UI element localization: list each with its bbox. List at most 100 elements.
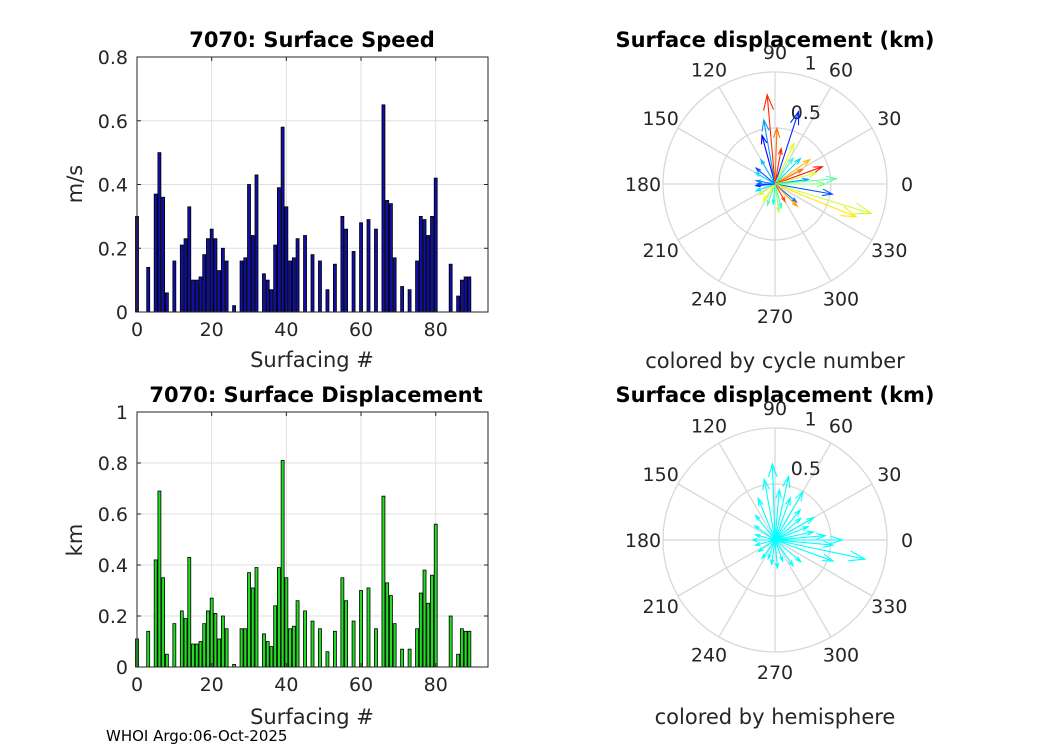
polar2-vector-shaft <box>758 539 776 553</box>
polar1-vector-head <box>777 146 783 156</box>
polar2-vector-head <box>793 508 802 517</box>
polar2-vector-head <box>794 556 803 563</box>
speed-bar <box>389 203 393 313</box>
polar1-vector-shaft <box>774 166 823 185</box>
polar-cycle-chart: Surface displacement (km) colored by cyc… <box>615 28 934 373</box>
speed-y-axis-label: m/s <box>63 165 87 203</box>
speed-bar <box>291 257 296 313</box>
polar2-vector-shaft <box>771 463 776 541</box>
disp-bar <box>153 559 158 668</box>
speed-bar <box>247 184 251 313</box>
speed-bar <box>262 273 266 313</box>
polar2-vector <box>774 539 780 570</box>
disp-bar <box>366 587 371 668</box>
polar1-angle-label: 0 <box>901 174 913 196</box>
polar1-vector-head <box>760 158 766 165</box>
polar2-vector-head <box>805 516 816 524</box>
speed-bar <box>433 177 438 313</box>
polar2-vector-head <box>767 553 772 561</box>
disp-bar <box>456 653 461 668</box>
polar1-vector-shaft <box>766 94 776 185</box>
polar2-vector-head <box>848 550 867 562</box>
disp-bar <box>303 610 307 668</box>
speed-bar <box>172 260 177 313</box>
disp-bar <box>224 628 229 668</box>
polar2-vector-shaft <box>767 539 776 560</box>
polar1-angle-label: 240 <box>691 288 727 310</box>
disp-bar <box>164 653 169 668</box>
polar2-vector <box>753 539 776 547</box>
disp-bar <box>250 587 255 668</box>
disp-bar <box>415 628 419 668</box>
polar1-vector <box>760 133 776 185</box>
polar1-vector <box>774 166 825 185</box>
disp-bar <box>213 613 218 668</box>
polar2-vector <box>753 524 776 541</box>
polar2-vector <box>774 489 804 541</box>
disp-ytick-label: 0.2 <box>98 606 128 628</box>
polar2-vector-shaft <box>757 498 776 541</box>
polar2-vector-head <box>754 513 761 521</box>
polar1-angle-label: 210 <box>643 240 679 262</box>
polar1-vector-shaft <box>774 183 833 195</box>
disp-bar <box>254 567 259 668</box>
polar1-vector-shaft <box>774 143 795 185</box>
speed-bar <box>463 276 468 313</box>
disp-bar <box>325 651 330 668</box>
polar1-vector-shaft <box>774 111 800 185</box>
polar1-vector-shaft <box>774 183 780 212</box>
polar1-vector <box>761 118 776 185</box>
polar2-vector <box>750 537 775 543</box>
polar2-vector-head <box>770 559 775 567</box>
polar1-vector <box>774 157 802 185</box>
speed-bar <box>344 228 348 313</box>
speed-bar <box>254 174 259 313</box>
polar2-angle-label: 60 <box>829 416 853 438</box>
polar2-rtick-label: 1 <box>804 409 816 431</box>
disp-bar <box>206 610 210 668</box>
polar2-vector-head <box>816 533 827 540</box>
polar1-vector-shaft <box>774 172 817 185</box>
polar2-angle-label: 30 <box>877 464 901 486</box>
disp-bar <box>269 646 274 668</box>
speed-ytick-label: 0.6 <box>98 111 128 133</box>
speed-bar <box>224 260 229 313</box>
polar2-vector-head <box>757 496 764 507</box>
disp-bar <box>310 620 315 668</box>
polar2-angle-label: 240 <box>691 644 727 666</box>
polar2-vector <box>774 539 835 548</box>
polar2-vector <box>762 477 776 541</box>
speed-xtick-label: 80 <box>424 319 448 341</box>
polar1-vector <box>774 109 800 185</box>
polar1-vector-head <box>853 202 874 215</box>
disp-axes-box <box>136 411 489 668</box>
disp-bar <box>374 628 378 668</box>
disp-bar <box>179 610 184 668</box>
polar2-angle-label: 180 <box>625 530 661 552</box>
polar1-vector-shaft <box>774 183 857 218</box>
speed-bar <box>385 200 390 313</box>
disp-bar <box>191 643 195 668</box>
polar2-vector <box>774 516 816 541</box>
speed-bar <box>194 279 199 313</box>
disp-xtick-label: 40 <box>274 674 298 696</box>
polar1-vector <box>774 156 795 185</box>
speed-bar <box>407 289 412 313</box>
polar1-ring-outer <box>662 71 888 297</box>
polar1-vector <box>772 126 781 185</box>
polar1-vector <box>760 158 776 185</box>
polar1-vector-shaft <box>774 183 872 214</box>
polar1-vector <box>771 183 776 206</box>
disp-bar <box>280 460 285 668</box>
polar1-vector-shaft <box>763 119 776 185</box>
polar1-vector <box>774 168 805 185</box>
speed-ytick-label: 0 <box>116 302 128 324</box>
polar2-vector-head <box>774 562 780 570</box>
polar1-vector-head <box>825 175 839 184</box>
speed-bar <box>232 305 236 313</box>
polar2-vector <box>774 539 803 563</box>
speed-bar <box>340 215 345 313</box>
disp-xtick-label: 0 <box>131 674 143 696</box>
disp-ytick-label: 0.6 <box>98 504 128 526</box>
polar1-vector <box>774 175 839 185</box>
